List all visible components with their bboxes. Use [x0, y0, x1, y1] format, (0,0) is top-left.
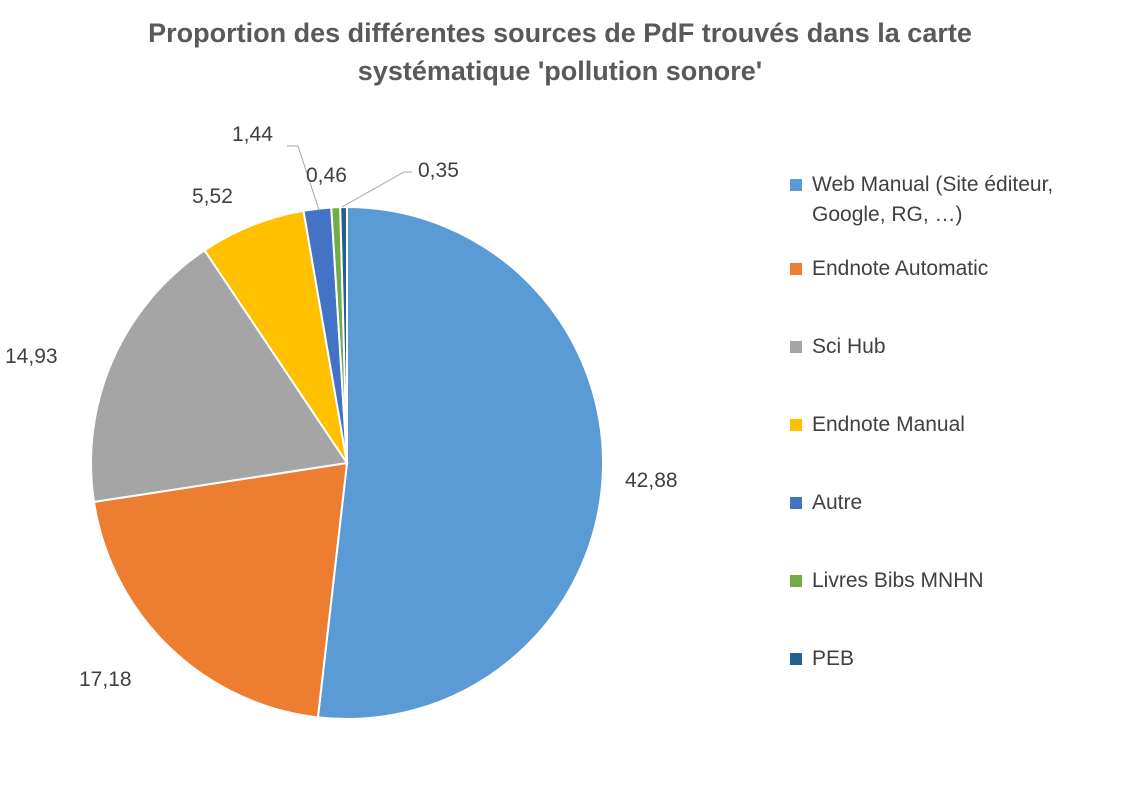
legend-item-endnote-manual: Endnote Manual	[790, 412, 1115, 440]
legend-label-autre: Autre	[812, 491, 863, 514]
pie-slice-sci-hub	[89, 248, 349, 504]
legend-item-sci-hub: Sci Hub	[790, 334, 1115, 362]
legend-item-peb: PEB	[790, 646, 1115, 674]
data-label-endnote-manual: 5,52	[192, 185, 233, 208]
data-label-web-manual: 42,88	[625, 469, 678, 492]
chart-title: Proportion des différentes sources de Pd…	[148, 18, 972, 86]
legend-label-livres-bibs-mnhn: Livres Bibs MNHN	[812, 569, 984, 592]
data-label-autre: 1,44	[232, 123, 273, 146]
data-label-livres-bibs-mnhn: 0,46	[306, 164, 347, 187]
leader-line-autre	[287, 145, 320, 211]
legend-swatch-web-manual	[790, 179, 802, 191]
legend-label-endnote-automatic: Endnote Automatic	[812, 257, 989, 280]
pie-slice-peb	[339, 205, 348, 464]
legend-swatch-sci-hub	[790, 341, 802, 353]
legend-item-livres-bibs-mnhn: Livres Bibs MNHN	[790, 568, 1115, 596]
data-label-sci-hub: 14,93	[5, 345, 58, 368]
data-label-peb: 0,35	[418, 159, 459, 182]
legend-label-web-manual: Web Manual (Site éditeur, Google, RG, …)	[812, 173, 1054, 226]
legend-label-endnote-manual: Endnote Manual	[812, 413, 965, 436]
pie-slice-web-manual	[316, 205, 604, 720]
legend-label-sci-hub: Sci Hub	[812, 335, 886, 358]
pie-slice-endnote-manual	[203, 209, 348, 464]
legend-swatch-peb	[790, 653, 802, 665]
legend-swatch-endnote-manual	[790, 419, 802, 431]
leader-line-peb	[341, 171, 412, 208]
legend-swatch-endnote-automatic	[790, 263, 802, 275]
data-label-endnote-automatic: 17,18	[79, 668, 132, 691]
legend-item-web-manual: Web Manual (Site éditeur, Google, RG, …)	[790, 172, 1115, 230]
legend-swatch-autre	[790, 497, 802, 509]
legend-label-peb: PEB	[812, 647, 855, 670]
legend-item-autre: Autre	[790, 490, 1115, 518]
pie-slice-endnote-automatic	[92, 461, 349, 719]
legend-item-endnote-automatic: Endnote Automatic	[790, 256, 1115, 284]
legend-swatch-livres-bibs-mnhn	[790, 575, 802, 587]
